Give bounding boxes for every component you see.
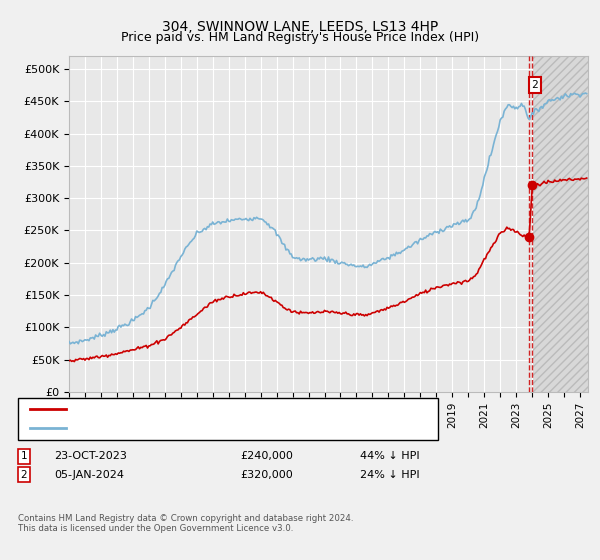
Text: 2: 2 — [20, 470, 28, 480]
Text: 44% ↓ HPI: 44% ↓ HPI — [360, 451, 419, 461]
Text: £320,000: £320,000 — [240, 470, 293, 480]
Text: 23-OCT-2023: 23-OCT-2023 — [54, 451, 127, 461]
Text: Contains HM Land Registry data © Crown copyright and database right 2024.
This d: Contains HM Land Registry data © Crown c… — [18, 514, 353, 533]
Text: 05-JAN-2024: 05-JAN-2024 — [54, 470, 124, 480]
Bar — [533, 56, 588, 392]
Text: Price paid vs. HM Land Registry's House Price Index (HPI): Price paid vs. HM Land Registry's House … — [121, 31, 479, 44]
Text: 1: 1 — [20, 451, 28, 461]
Text: 24% ↓ HPI: 24% ↓ HPI — [360, 470, 419, 480]
Text: 304, SWINNOW LANE, LEEDS, LS13 4HP: 304, SWINNOW LANE, LEEDS, LS13 4HP — [162, 20, 438, 34]
Text: £240,000: £240,000 — [240, 451, 293, 461]
Text: 304, SWINNOW LANE, LEEDS, LS13 4HP (detached house): 304, SWINNOW LANE, LEEDS, LS13 4HP (deta… — [72, 404, 374, 414]
Text: 2: 2 — [532, 80, 538, 90]
Text: HPI: Average price, detached house, Leeds: HPI: Average price, detached house, Leed… — [72, 423, 295, 433]
